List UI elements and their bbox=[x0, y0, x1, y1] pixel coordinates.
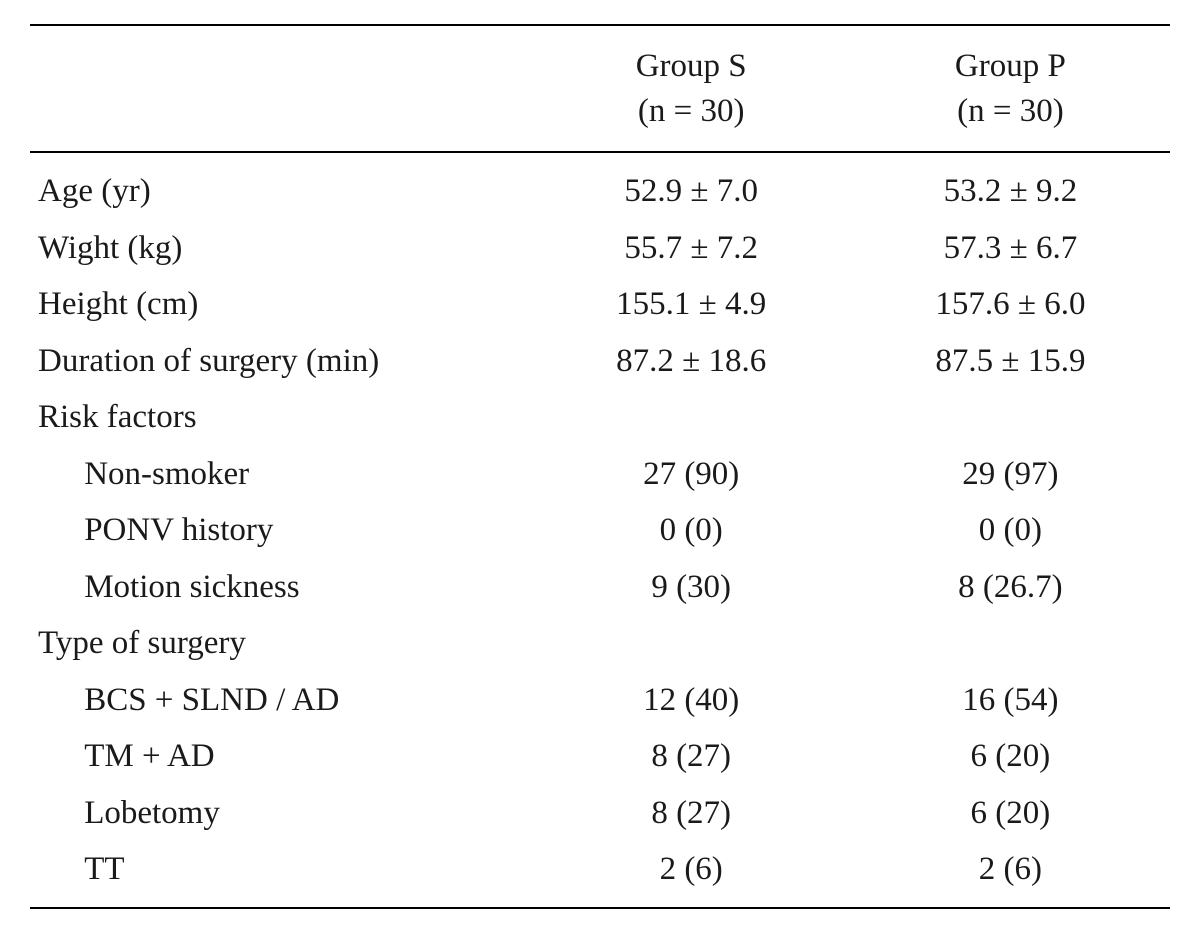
row-value-group-p: 8 (26.7) bbox=[851, 560, 1170, 617]
row-value-group-p bbox=[851, 390, 1170, 447]
table-row: BCS + SLND / AD12 (40)16 (54) bbox=[30, 673, 1170, 730]
row-value-group-s bbox=[532, 390, 851, 447]
demographics-table: Group S (n = 30) Group P (n = 30) Age (y… bbox=[30, 24, 1170, 909]
row-label: TT bbox=[30, 842, 532, 908]
row-value-group-s: 155.1 ± 4.9 bbox=[532, 277, 851, 334]
header-group-s-name: Group S bbox=[636, 48, 747, 84]
row-value-group-p bbox=[851, 616, 1170, 673]
table-row: Non-smoker27 (90)29 (97) bbox=[30, 447, 1170, 504]
header-group-p: Group P (n = 30) bbox=[851, 25, 1170, 152]
table-row: Age (yr)52.9 ± 7.053.2 ± 9.2 bbox=[30, 152, 1170, 221]
table-row: Motion sickness9 (30)8 (26.7) bbox=[30, 560, 1170, 617]
table-body: Age (yr)52.9 ± 7.053.2 ± 9.2Wight (kg)55… bbox=[30, 152, 1170, 908]
row-label: Duration of surgery (min) bbox=[30, 334, 532, 391]
row-label: Type of surgery bbox=[30, 616, 532, 673]
row-label: Age (yr) bbox=[30, 152, 532, 221]
row-value-group-p: 157.6 ± 6.0 bbox=[851, 277, 1170, 334]
row-value-group-s: 87.2 ± 18.6 bbox=[532, 334, 851, 391]
row-value-group-s bbox=[532, 616, 851, 673]
table-header-row: Group S (n = 30) Group P (n = 30) bbox=[30, 25, 1170, 152]
row-label: BCS + SLND / AD bbox=[30, 673, 532, 730]
row-label: Motion sickness bbox=[30, 560, 532, 617]
row-value-group-s: 2 (6) bbox=[532, 842, 851, 908]
header-group-p-name: Group P bbox=[955, 48, 1066, 84]
row-value-group-p: 16 (54) bbox=[851, 673, 1170, 730]
row-label: Risk factors bbox=[30, 390, 532, 447]
row-label: Height (cm) bbox=[30, 277, 532, 334]
table-row: Lobetomy8 (27)6 (20) bbox=[30, 786, 1170, 843]
row-value-group-p: 2 (6) bbox=[851, 842, 1170, 908]
row-value-group-s: 12 (40) bbox=[532, 673, 851, 730]
table-row: Height (cm)155.1 ± 4.9157.6 ± 6.0 bbox=[30, 277, 1170, 334]
row-label: Non-smoker bbox=[30, 447, 532, 504]
row-value-group-p: 6 (20) bbox=[851, 786, 1170, 843]
row-value-group-s: 8 (27) bbox=[532, 786, 851, 843]
row-value-group-p: 53.2 ± 9.2 bbox=[851, 152, 1170, 221]
row-value-group-s: 27 (90) bbox=[532, 447, 851, 504]
header-empty bbox=[30, 25, 532, 152]
header-group-s: Group S (n = 30) bbox=[532, 25, 851, 152]
row-value-group-p: 29 (97) bbox=[851, 447, 1170, 504]
row-label: Lobetomy bbox=[30, 786, 532, 843]
table-row: PONV history0 (0)0 (0) bbox=[30, 503, 1170, 560]
row-label: TM + AD bbox=[30, 729, 532, 786]
row-value-group-p: 57.3 ± 6.7 bbox=[851, 221, 1170, 278]
table-row: Risk factors bbox=[30, 390, 1170, 447]
header-group-p-n: (n = 30) bbox=[957, 93, 1064, 129]
row-value-group-s: 9 (30) bbox=[532, 560, 851, 617]
row-value-group-s: 0 (0) bbox=[532, 503, 851, 560]
row-value-group-s: 8 (27) bbox=[532, 729, 851, 786]
table-row: Type of surgery bbox=[30, 616, 1170, 673]
table-row: TM + AD8 (27)6 (20) bbox=[30, 729, 1170, 786]
row-value-group-p: 87.5 ± 15.9 bbox=[851, 334, 1170, 391]
table-row: Duration of surgery (min)87.2 ± 18.687.5… bbox=[30, 334, 1170, 391]
row-value-group-p: 6 (20) bbox=[851, 729, 1170, 786]
row-label: Wight (kg) bbox=[30, 221, 532, 278]
row-value-group-p: 0 (0) bbox=[851, 503, 1170, 560]
row-value-group-s: 55.7 ± 7.2 bbox=[532, 221, 851, 278]
table-row: Wight (kg)55.7 ± 7.257.3 ± 6.7 bbox=[30, 221, 1170, 278]
row-value-group-s: 52.9 ± 7.0 bbox=[532, 152, 851, 221]
header-group-s-n: (n = 30) bbox=[638, 93, 745, 129]
row-label: PONV history bbox=[30, 503, 532, 560]
table-row: TT2 (6)2 (6) bbox=[30, 842, 1170, 908]
